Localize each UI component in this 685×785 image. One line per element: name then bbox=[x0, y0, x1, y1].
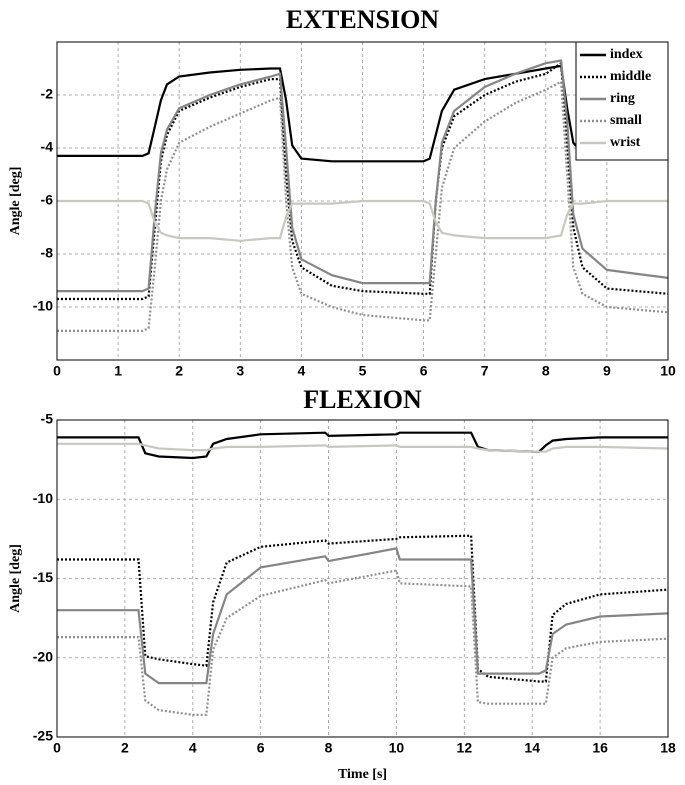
x-tick-label: 8 bbox=[325, 740, 333, 756]
x-tick-label: 8 bbox=[542, 363, 550, 379]
y-tick-label: -25 bbox=[33, 728, 53, 744]
x-tick-label: 0 bbox=[53, 740, 61, 756]
x-tick-label: 2 bbox=[121, 740, 129, 756]
x-axis-label: Time [s] bbox=[338, 767, 387, 782]
data-line bbox=[57, 61, 669, 301]
legend-label: ring bbox=[610, 91, 635, 106]
y-tick-label: -5 bbox=[41, 411, 54, 427]
chart-title: EXTENSION bbox=[286, 5, 439, 34]
x-tick-label: 14 bbox=[524, 740, 540, 756]
x-tick-label: 2 bbox=[175, 363, 183, 379]
x-tick-label: 10 bbox=[660, 363, 676, 379]
y-tick-label: -10 bbox=[33, 490, 53, 506]
y-tick-label: -6 bbox=[41, 192, 54, 208]
axes-frame bbox=[56, 419, 669, 738]
x-tick-label: 16 bbox=[592, 740, 608, 756]
y-tick-label: -20 bbox=[33, 648, 53, 664]
axes-frame bbox=[56, 41, 669, 361]
data-line bbox=[57, 59, 669, 293]
x-tick-label: 0 bbox=[53, 363, 61, 379]
legend-label: index bbox=[610, 47, 643, 62]
legend-label: middle bbox=[610, 69, 651, 84]
y-tick-label: -10 bbox=[33, 298, 53, 314]
x-tick-label: 3 bbox=[236, 363, 244, 379]
x-tick-label: 5 bbox=[359, 363, 367, 379]
y-axis-label: Angle [deg] bbox=[8, 167, 23, 236]
x-tick-label: 4 bbox=[298, 363, 306, 379]
legend-box bbox=[575, 41, 669, 161]
x-tick-label: 4 bbox=[189, 740, 197, 756]
y-tick-label: -8 bbox=[41, 245, 54, 261]
y-axis-label: Angle [deg] bbox=[8, 544, 23, 613]
x-tick-label: 18 bbox=[660, 740, 676, 756]
legend-label: wrist bbox=[610, 135, 641, 150]
chart-title: FLEXION bbox=[303, 385, 422, 414]
x-tick-label: 6 bbox=[257, 740, 265, 756]
data-line bbox=[57, 431, 668, 460]
y-tick-label: -15 bbox=[33, 569, 53, 585]
data-line bbox=[57, 442, 669, 453]
legend-label: small bbox=[610, 113, 642, 128]
x-tick-label: 7 bbox=[481, 363, 489, 379]
y-tick-label: -4 bbox=[41, 139, 54, 155]
x-tick-label: 12 bbox=[457, 740, 473, 756]
data-line bbox=[57, 199, 668, 242]
x-tick-label: 9 bbox=[603, 363, 611, 379]
x-tick-label: 10 bbox=[389, 740, 405, 756]
data-line bbox=[57, 547, 669, 685]
y-tick-label: -2 bbox=[41, 86, 54, 102]
data-line bbox=[57, 569, 669, 716]
x-tick-label: 6 bbox=[420, 363, 428, 379]
x-tick-label: 1 bbox=[114, 363, 122, 379]
